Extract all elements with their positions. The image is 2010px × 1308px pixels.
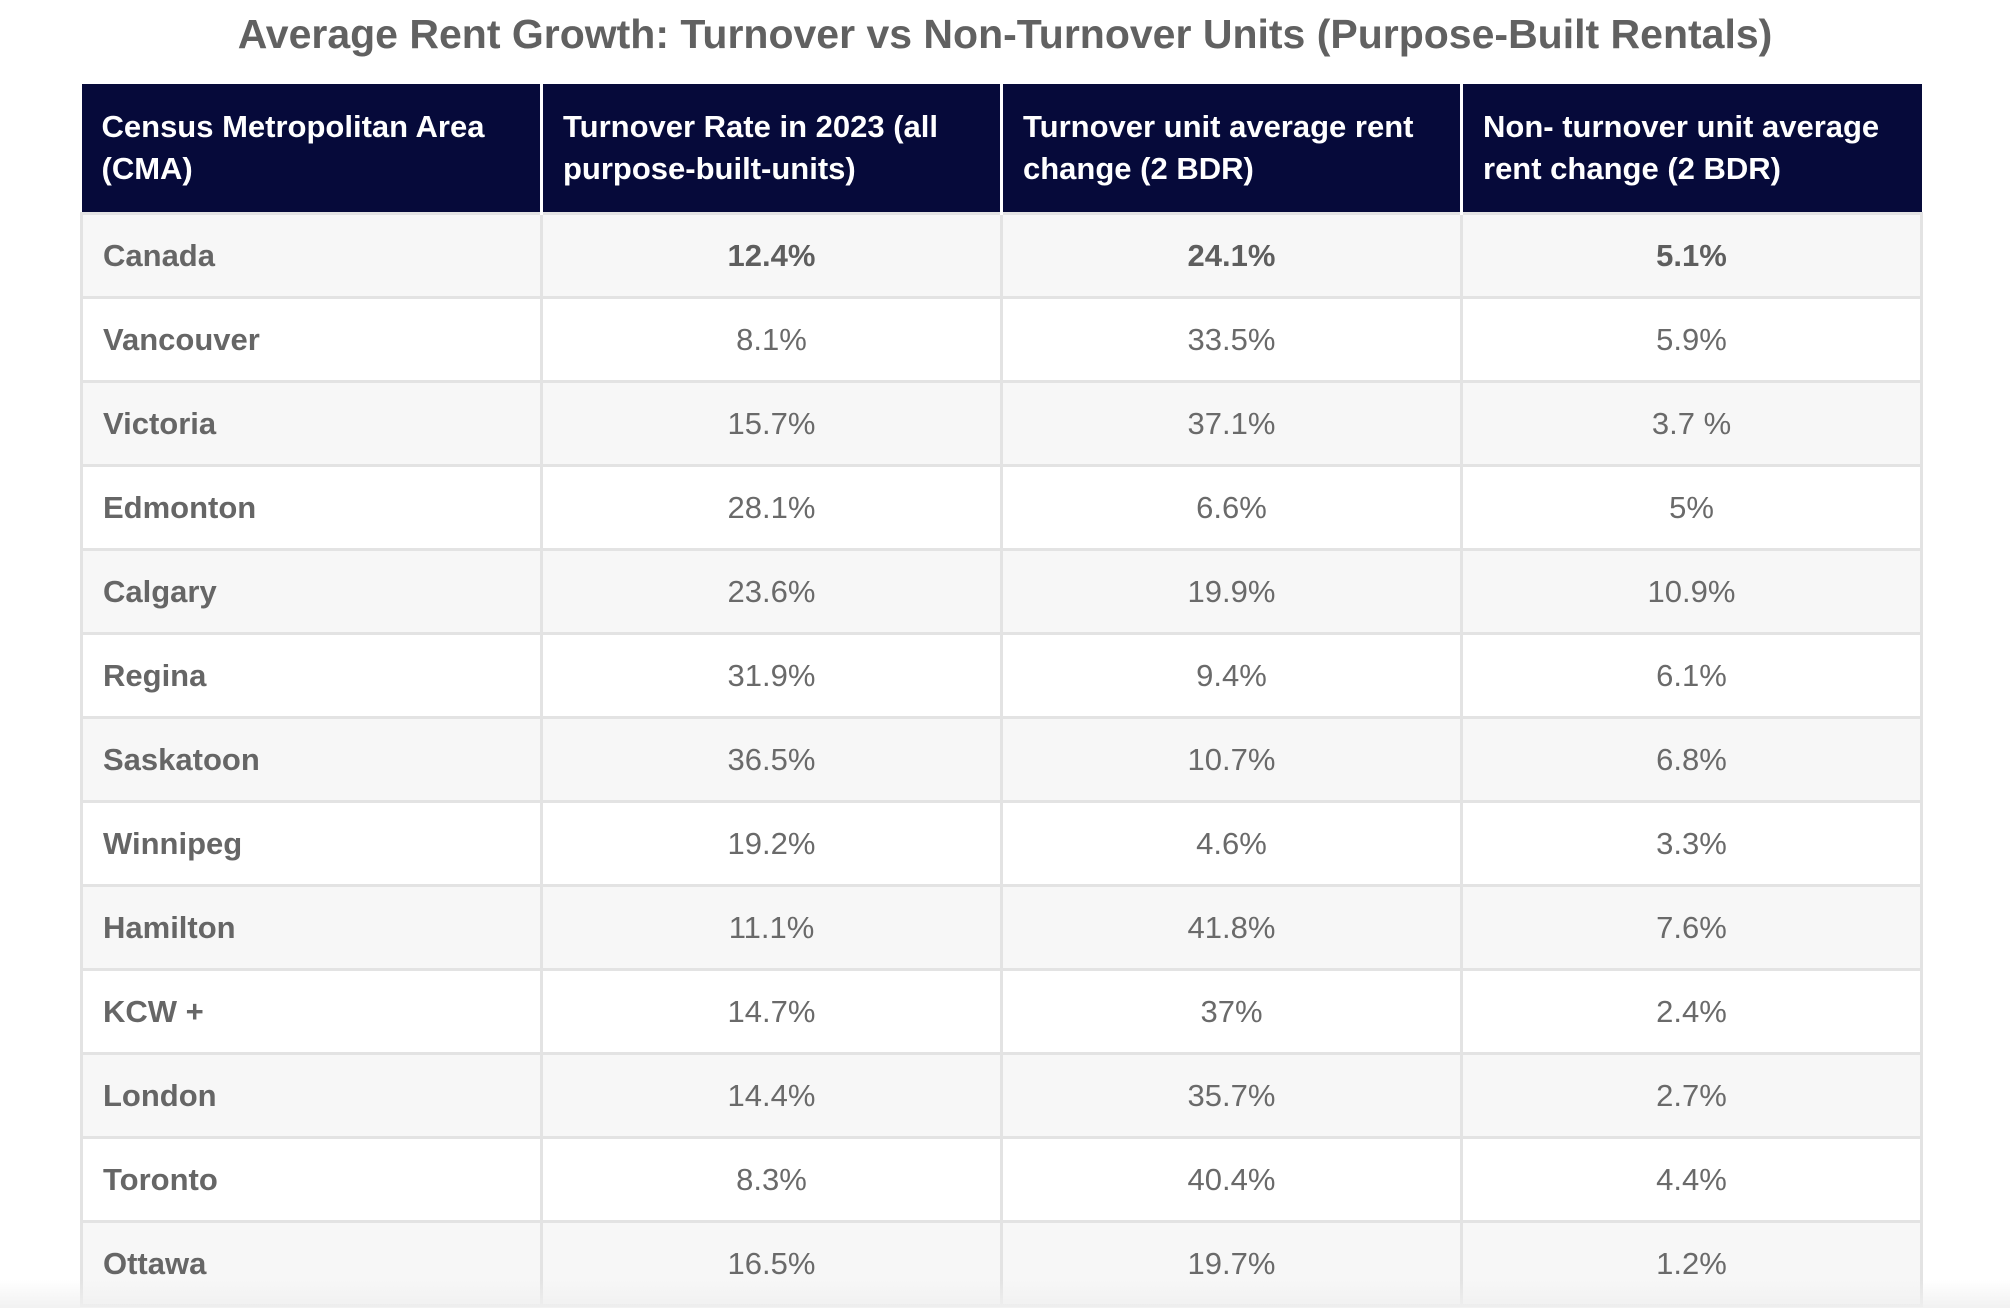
cell-turnover-rate: 19.2%: [540, 800, 1003, 887]
cell-cma: Regina: [80, 632, 543, 719]
cell-cma: KCW +: [80, 968, 543, 1055]
cell-turnover-rate: 8.3%: [540, 1136, 1003, 1223]
table-header: Census Metropolitan Area (CMA) Turnover …: [81, 84, 1922, 214]
cell-turnover-change: 4.6%: [1000, 800, 1463, 887]
column-header-turnover-rate: Turnover Rate in 2023 (all purpose-built…: [541, 84, 1003, 214]
column-header-non-turnover-change: Non- turnover unit average rent change (…: [1461, 84, 1922, 214]
cell-non-turnover-change: 7.6%: [1460, 884, 1923, 971]
table-row: KCW +14.7% 37% 2.4%: [80, 968, 1923, 1055]
cell-non-turnover-change: 3.3%: [1460, 800, 1923, 887]
cell-turnover-change: 6.6%: [1000, 464, 1463, 551]
rent-growth-table: Census Metropolitan Area (CMA) Turnover …: [80, 84, 1923, 1307]
cell-turnover-rate: 28.1%: [540, 464, 1003, 551]
cell-turnover-rate: 15.7%: [540, 380, 1003, 467]
cell-turnover-change: 19.9%: [1000, 548, 1463, 635]
table-row: Hamilton 11.1% 41.8% 7.6%: [80, 884, 1923, 971]
cell-cma: Hamilton: [80, 884, 543, 971]
cell-turnover-change: 33.5%: [1000, 296, 1463, 383]
rent-growth-table-container: Census Metropolitan Area (CMA) Turnover …: [80, 84, 1923, 1307]
cell-cma: Winnipeg: [80, 800, 543, 887]
table-row: Toronto 8.3% 40.4% 4.4%: [80, 1136, 1923, 1223]
cell-non-turnover-change: 10.9%: [1460, 548, 1923, 635]
cell-non-turnover-change: 5.9%: [1460, 296, 1923, 383]
cell-turnover-change: 35.7%: [1000, 1052, 1463, 1139]
table-row: Victoria 15.7% 37.1% 3.7 %: [80, 380, 1923, 467]
cell-turnover-rate: 11.1%: [540, 884, 1003, 971]
cell-non-turnover-change: 5%: [1460, 464, 1923, 551]
cell-cma: Calgary: [80, 548, 543, 635]
cell-turnover-rate: 31.9%: [540, 632, 1003, 719]
page-title: Average Rent Growth: Turnover vs Non-Tur…: [237, 11, 1773, 57]
column-header-cma: Census Metropolitan Area (CMA): [81, 84, 543, 214]
cell-non-turnover-change: 6.1%: [1460, 632, 1923, 719]
cell-turnover-change: 10.7%: [1000, 716, 1463, 803]
table-row: Edmonton 28.1% 6.6% 5%: [80, 464, 1923, 551]
table-row: Winnipeg 19.2% 4.6% 3.3%: [80, 800, 1923, 887]
cell-cma: Canada: [80, 212, 543, 299]
column-header-turnover-change: Turnover unit average rent change (2 BDR…: [1001, 84, 1463, 214]
table-row: Vancouver 8.1% 33.5% 5.9%: [80, 296, 1923, 383]
cell-turnover-rate: 36.5%: [540, 716, 1003, 803]
cell-turnover-rate: 23.6%: [540, 548, 1003, 635]
cell-cma: Vancouver: [80, 296, 543, 383]
cell-turnover-change: 24.1%: [1000, 212, 1463, 299]
cell-cma: Toronto: [80, 1136, 543, 1223]
cell-non-turnover-change: 2.7%: [1460, 1052, 1923, 1139]
table-row: Calgary 23.6% 19.9% 10.9%: [80, 548, 1923, 635]
cell-turnover-rate: 14.4%: [540, 1052, 1003, 1139]
cell-non-turnover-change: 5.1%: [1460, 212, 1923, 299]
cell-turnover-rate: 12.4%: [540, 212, 1003, 299]
cell-turnover-change: 37%: [1000, 968, 1463, 1055]
cell-turnover-change: 41.8%: [1000, 884, 1463, 971]
cell-turnover-change: 9.4%: [1000, 632, 1463, 719]
bottom-fade: [0, 1280, 2010, 1308]
cell-non-turnover-change: 4.4%: [1460, 1136, 1923, 1223]
cell-cma: Victoria: [80, 380, 543, 467]
cell-cma: London: [80, 1052, 543, 1139]
cell-non-turnover-change: 3.7 %: [1460, 380, 1923, 467]
table-body: Canada 12.4% 24.1% 5.1% Vancouver 8.1% 33.5% 5.…: [80, 212, 1923, 1307]
table-row: Regina 31.9% 9.4% 6.1%: [80, 632, 1923, 719]
table-row: London 14.4% 35.7% 2.7%: [80, 1052, 1923, 1139]
cell-turnover-rate: 14.7%: [540, 968, 1003, 1055]
cell-cma: Saskatoon: [80, 716, 543, 803]
table-header-row: Census Metropolitan Area (CMA) Turnover …: [81, 84, 1922, 214]
cell-non-turnover-change: 6.8%: [1460, 716, 1923, 803]
table-row: Canada 12.4% 24.1% 5.1%: [80, 212, 1923, 299]
cell-turnover-change: 37.1%: [1000, 380, 1463, 467]
cell-turnover-rate: 8.1%: [540, 296, 1003, 383]
cell-turnover-change: 40.4%: [1000, 1136, 1463, 1223]
cell-cma: Edmonton: [80, 464, 543, 551]
table-row: Saskatoon 36.5% 10.7% 6.8%: [80, 716, 1923, 803]
cell-non-turnover-change: 2.4%: [1460, 968, 1923, 1055]
